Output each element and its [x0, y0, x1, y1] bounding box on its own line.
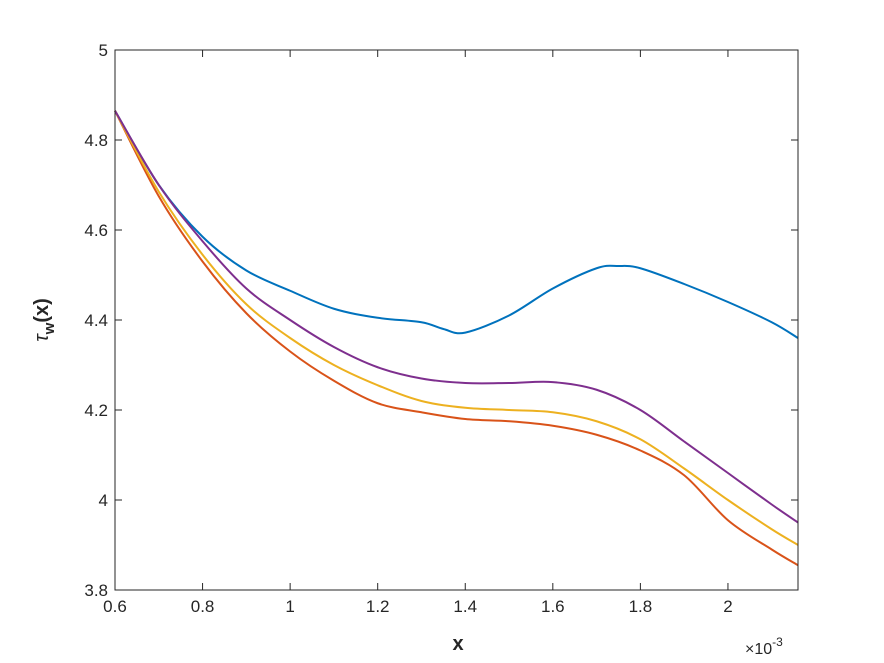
x-axis-label: x [452, 633, 463, 655]
x-tick-label: 1.4 [453, 597, 477, 616]
y-tick-label: 4 [99, 491, 108, 510]
x-tick-label: 2 [723, 597, 732, 616]
x-exponent-label: ×10-3 [745, 635, 783, 658]
series-line-2 [114, 110, 799, 567]
y-tick-label: 5 [99, 41, 108, 60]
y-ticks: 3.8 4 4.2 4.4 4.6 4.8 5 [84, 41, 798, 600]
x-exponent-base: ×10 [745, 641, 772, 658]
y-axis-label-symbol: τ [31, 333, 53, 342]
y-tick-label: 4.8 [84, 131, 108, 150]
y-tick-label: 3.8 [84, 581, 108, 600]
series-line-3 [114, 110, 799, 546]
y-tick-label: 4.6 [84, 221, 108, 240]
x-tick-label: 0.6 [103, 597, 127, 616]
y-axis-label-suffix: (x) [31, 298, 53, 322]
x-tick-label: 1.8 [629, 597, 653, 616]
x-tick-label: 1 [285, 597, 294, 616]
y-tick-label: 4.2 [84, 401, 108, 420]
y-axis-label: τw(x) [31, 298, 58, 342]
series-layer [114, 110, 799, 567]
y-axis-label-subscript: w [41, 322, 58, 335]
x-tick-label: 0.8 [191, 597, 215, 616]
x-tick-label: 1.6 [541, 597, 565, 616]
y-tick-label: 4.4 [84, 311, 108, 330]
plot-background [115, 50, 798, 590]
x-exponent-power: -3 [772, 635, 783, 649]
series-line-1 [114, 110, 799, 339]
x-ticks: 0.6 0.8 1 1.2 1.4 1.6 1.8 2 [103, 50, 733, 616]
series-line-4 [114, 110, 799, 524]
x-tick-label: 1.2 [366, 597, 390, 616]
